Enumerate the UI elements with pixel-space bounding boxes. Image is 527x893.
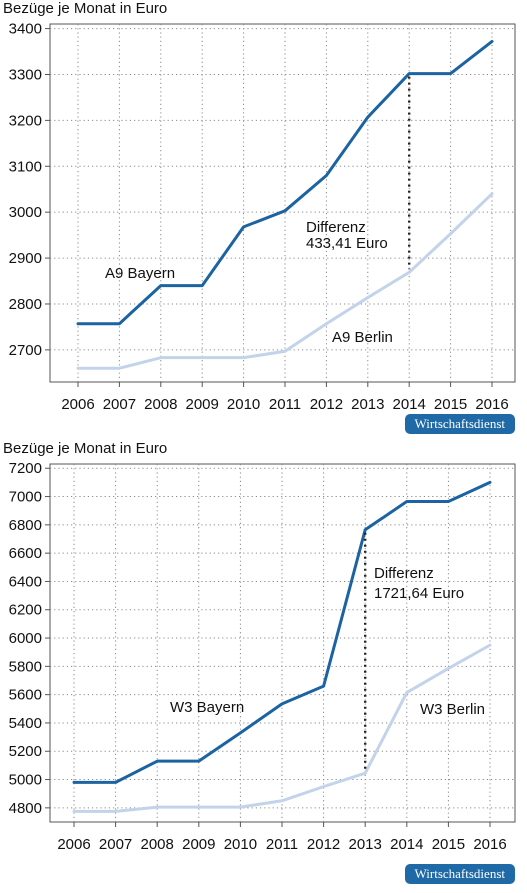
y-tick-label: 3100 bbox=[9, 158, 42, 175]
source-badge: Wirtschaftsdienst bbox=[404, 414, 515, 434]
series-label-berlin: W3 Berlin bbox=[420, 701, 485, 718]
difference-value: 1721,64 Euro bbox=[374, 585, 464, 602]
x-tick-label: 2014 bbox=[393, 396, 426, 413]
series-label-bayern: W3 Bayern bbox=[170, 699, 244, 716]
x-tick-label: 2015 bbox=[434, 396, 467, 413]
y-tick-label: 6600 bbox=[9, 545, 42, 562]
chart-w3: 2006 2007 2008 2009 2010 2011 2012 2013 2014 2015… bbox=[9, 460, 516, 853]
y-tick-label: 2800 bbox=[9, 296, 42, 313]
chart-panel-a9: Bezüge je Monat in Euro 2006 2007 2008 2009… bbox=[0, 0, 527, 440]
y-tick-label: 3200 bbox=[9, 112, 42, 129]
x-tick-label: 2016 bbox=[473, 836, 506, 853]
y-tick-label: 6800 bbox=[9, 517, 42, 534]
x-tick-label: 2015 bbox=[432, 836, 465, 853]
y-tick-label: 2900 bbox=[9, 250, 42, 267]
x-tick-label: 2012 bbox=[310, 396, 343, 413]
x-tick-label: 2016 bbox=[475, 396, 508, 413]
chart-a9: 2006 2007 2008 2009 2010 2011 2012 2013 2014 2015… bbox=[9, 21, 516, 413]
y-tick-label: 5000 bbox=[9, 772, 42, 789]
difference-label: Differenz bbox=[374, 565, 434, 582]
y-axis-title: Bezüge je Monat in Euro bbox=[3, 440, 168, 457]
y-tick-label: 5600 bbox=[9, 687, 42, 704]
difference-value: 433,41 Euro bbox=[306, 235, 388, 252]
x-tick-label: 2007 bbox=[99, 836, 132, 853]
y-tick-label: 3000 bbox=[9, 204, 42, 221]
x-tick-label: 2010 bbox=[224, 836, 257, 853]
chart-panel-w3: Bezüge je Monat in Euro 2006 2007 2008 2009… bbox=[0, 440, 527, 893]
x-tick-label: 2012 bbox=[307, 836, 340, 853]
x-tick-label: 2007 bbox=[103, 396, 136, 413]
y-tick-label: 3400 bbox=[9, 21, 42, 38]
x-tick-label: 2006 bbox=[61, 396, 94, 413]
y-tick-label: 5800 bbox=[9, 658, 42, 675]
x-tick-label: 2011 bbox=[266, 836, 298, 853]
y-tick-label: 2700 bbox=[9, 342, 42, 359]
y-tick-label: 4800 bbox=[9, 800, 42, 817]
plot-frame bbox=[49, 23, 516, 383]
x-tick-label: 2006 bbox=[57, 836, 90, 853]
x-tick-label: 2013 bbox=[351, 396, 384, 413]
x-tick-label: 2009 bbox=[186, 396, 219, 413]
x-tick-label: 2011 bbox=[269, 396, 301, 413]
y-tick-label: 3300 bbox=[9, 66, 42, 83]
x-tick-label: 2008 bbox=[144, 396, 177, 413]
y-tick-label: 7000 bbox=[9, 489, 42, 506]
y-axis-title: Bezüge je Monat in Euro bbox=[3, 0, 168, 17]
x-tick-label: 2009 bbox=[182, 836, 215, 853]
y-tick-label: 6200 bbox=[9, 602, 42, 619]
x-tick-label: 2013 bbox=[349, 836, 382, 853]
y-tick-label: 6000 bbox=[9, 630, 42, 647]
difference-label: Differenz bbox=[306, 219, 366, 236]
series-label-bayern: A9 Bayern bbox=[105, 265, 175, 282]
x-tick-label: 2010 bbox=[227, 396, 260, 413]
y-tick-label: 6400 bbox=[9, 573, 42, 590]
y-tick-label: 7200 bbox=[9, 460, 42, 477]
x-tick-label: 2014 bbox=[390, 836, 423, 853]
series-label-berlin: A9 Berlin bbox=[332, 329, 393, 346]
plot-frame bbox=[49, 463, 516, 823]
y-tick-label: 5400 bbox=[9, 715, 42, 732]
source-badge: Wirtschaftsdienst bbox=[404, 864, 515, 884]
x-tick-label: 2008 bbox=[141, 836, 174, 853]
y-tick-label: 5200 bbox=[9, 743, 42, 760]
